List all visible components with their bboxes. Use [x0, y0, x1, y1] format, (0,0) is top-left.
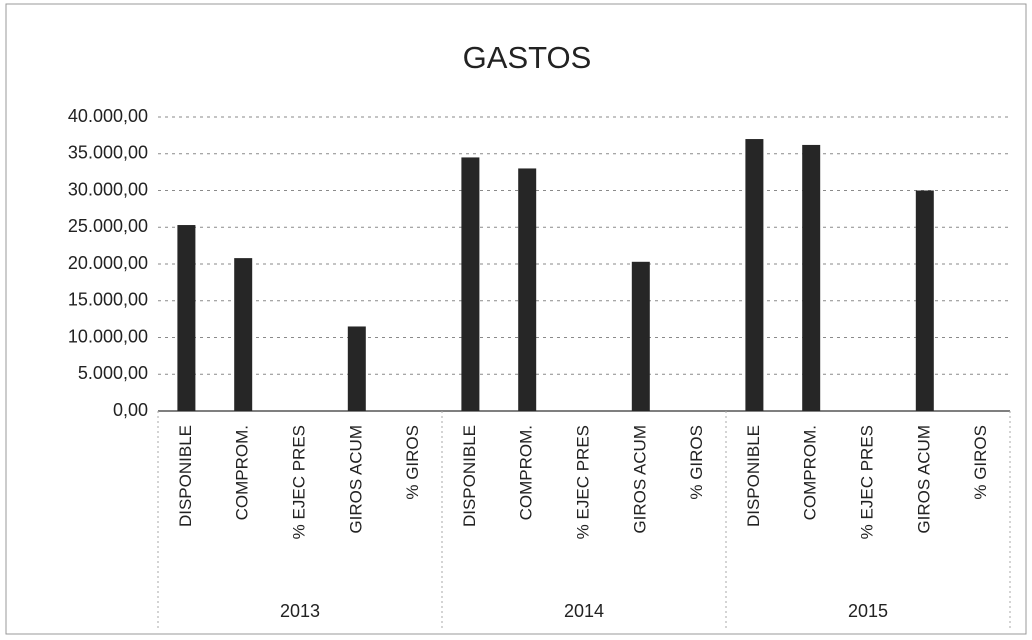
group-label: 2015 — [848, 601, 888, 621]
y-tick-label: 10.000,00 — [68, 326, 148, 346]
bar — [177, 225, 196, 411]
x-tick-label: GIROS ACUM — [914, 425, 933, 534]
bar — [518, 168, 537, 411]
x-tick-label: COMPROM. — [801, 425, 820, 520]
chart-border — [5, 3, 1027, 635]
x-tick-label: % EJEC PRES — [289, 425, 308, 539]
bar — [234, 258, 253, 411]
group-label: 2014 — [564, 601, 604, 621]
x-tick-label: % EJEC PRES — [857, 425, 876, 539]
y-tick-label: 0,00 — [113, 400, 148, 420]
x-tick-label: GIROS ACUM — [630, 425, 649, 534]
bar — [745, 139, 764, 412]
x-tick-label: DISPONIBLE — [176, 425, 195, 527]
x-tick-label: % EJEC PRES — [573, 425, 592, 539]
bar — [461, 157, 480, 411]
bar — [802, 144, 821, 411]
chart-title: GASTOS — [463, 40, 592, 75]
y-tick-label: 15.000,00 — [68, 290, 148, 310]
y-tick-label: 5.000,00 — [78, 363, 148, 383]
x-tick-label: GIROS ACUM — [346, 425, 365, 534]
x-tick-label: % GIROS — [971, 425, 990, 500]
bar — [631, 261, 650, 411]
x-tick-label: DISPONIBLE — [744, 425, 763, 527]
x-tick-label: % GIROS — [403, 425, 422, 500]
y-tick-label: 35.000,00 — [68, 143, 148, 163]
y-tick-label: 25.000,00 — [68, 216, 148, 236]
group-label: 2013 — [280, 601, 320, 621]
x-tick-label: COMPROM. — [517, 425, 536, 520]
x-tick-label: % GIROS — [687, 425, 706, 500]
y-tick-label: 20.000,00 — [68, 253, 148, 273]
y-tick-label: 40.000,00 — [68, 106, 148, 126]
x-tick-label: COMPROM. — [233, 425, 252, 520]
bar — [915, 190, 934, 411]
y-tick-label: 30.000,00 — [68, 179, 148, 199]
bar — [347, 326, 366, 411]
x-tick-label: DISPONIBLE — [460, 425, 479, 527]
